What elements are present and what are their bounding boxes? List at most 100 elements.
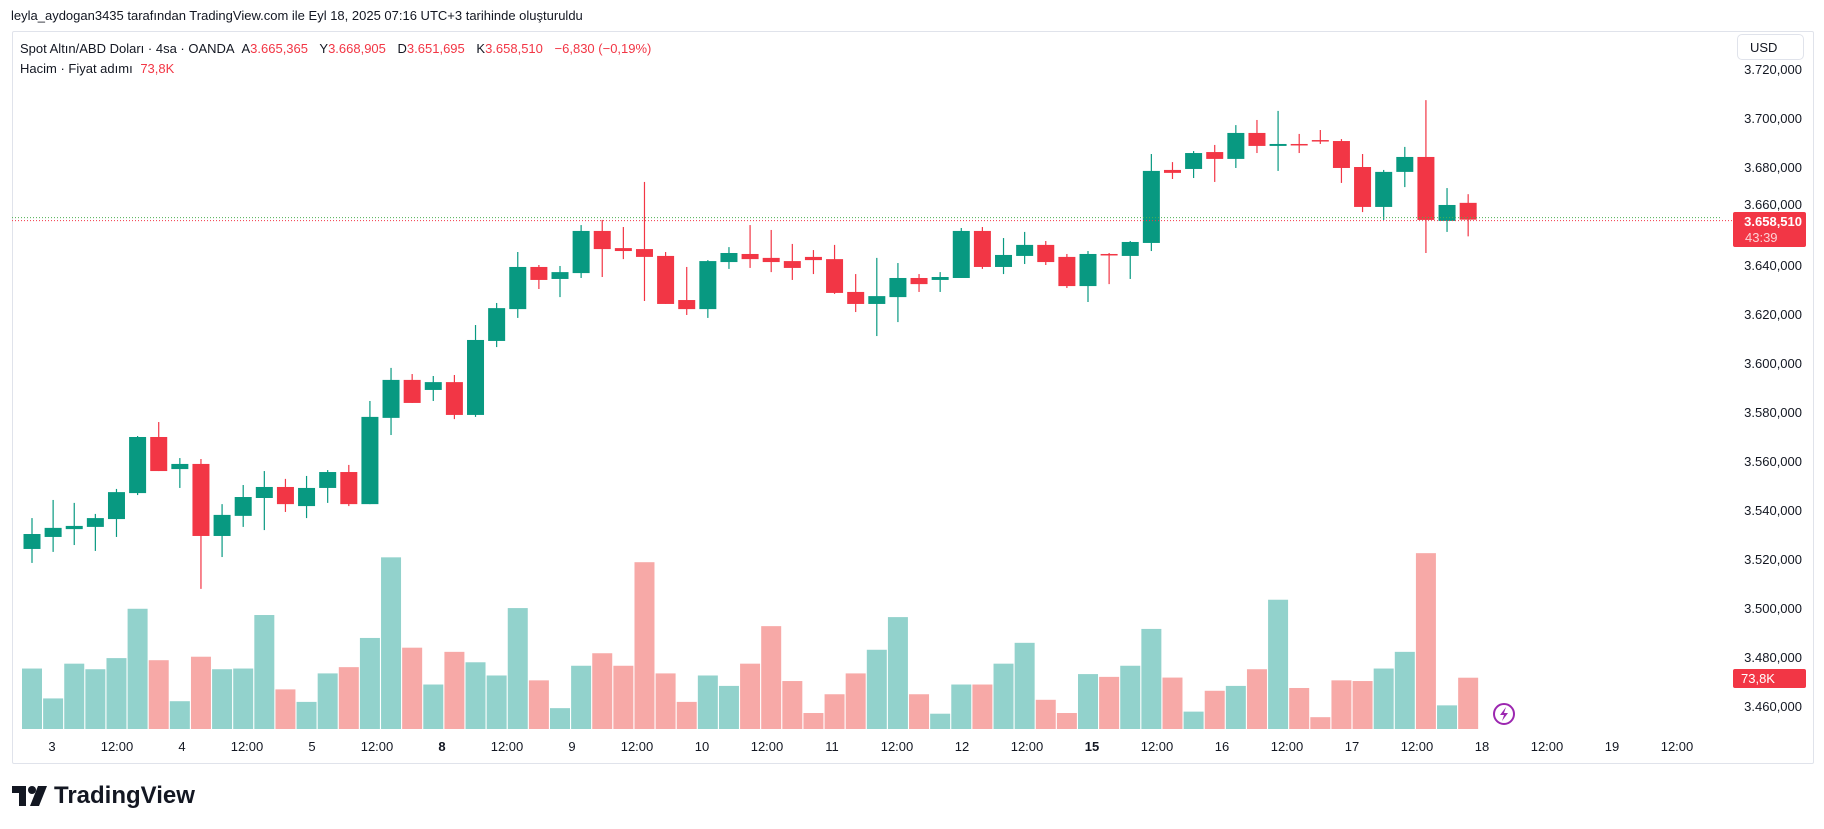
candle-up [234,485,252,527]
candle-body [614,248,632,252]
candle-body [382,379,400,418]
tradingview-logo-icon [12,786,47,806]
time-tick-label: 12:00 [361,739,394,754]
candle-down [762,229,780,273]
time-tick-label: 11 [825,739,839,754]
candle-body [488,308,506,341]
high-label: Y [319,41,329,56]
volume-bar [296,701,317,729]
candle-up [551,265,569,298]
candle-body [952,230,970,278]
candle-up [171,458,189,488]
candle-body [1206,152,1224,159]
candle-down [657,252,675,304]
candle-down [1290,133,1308,154]
candle-body [1058,256,1076,287]
last-price-value: 3.658,510 [1744,214,1802,229]
candle-up [699,260,717,318]
close-label: K [476,41,486,56]
candle-down [1459,194,1477,237]
currency-button[interactable]: USD [1737,34,1804,60]
volume-bar [718,685,739,729]
time-tick-label: 12:00 [1271,739,1304,754]
candle-up [107,488,125,537]
candle-down [1417,100,1435,253]
candle-up [44,499,62,552]
candle-body [467,339,485,415]
volume-bar [613,665,634,729]
volume-badge-value: 73,8K [1741,671,1775,686]
candle-body [1142,170,1160,243]
open-value: 3.665,365 [250,41,308,56]
candle-body [1332,141,1350,168]
candle-body [509,266,527,310]
price-axis[interactable]: 3.720,000 3.700,000 3.680,000 3.660,000 3.64… [1744,62,1802,714]
volume-bar [43,698,64,729]
candle-body [678,300,696,310]
candle-body [1163,169,1181,173]
volume-bar [1056,713,1077,729]
volume-bar [423,684,444,729]
low-label: D [397,41,407,56]
candle-body [213,514,231,536]
candle-body [910,277,928,285]
candle-up [1396,146,1414,188]
volume-bar [317,673,338,729]
candle-body [171,463,189,470]
time-tick-label: 12:00 [491,739,524,754]
candle-up [931,272,949,292]
time-axis[interactable]: 3 12:00 4 12:00 5 12:00 8 12:00 9 12:00 10 12:00 11 1… [48,739,1693,754]
volume-bar [1458,677,1479,729]
volume-bar [930,713,951,729]
candle-down [150,422,168,472]
candle-body [762,257,780,263]
volume-bars [22,553,1479,729]
chart-frame[interactable] [12,31,1814,764]
candle-down [1100,252,1118,285]
volume-bar [972,684,993,729]
volume-title[interactable]: Hacim · Fiyat adımı [20,61,133,76]
candle-body [847,291,865,304]
volume-bar [254,615,275,729]
volume-bar [1352,681,1373,729]
tradingview-logo[interactable]: TradingView [12,782,195,810]
volume-bar [402,647,423,729]
candle-body [720,252,738,263]
candle-up [1269,110,1287,171]
volume-bar [866,649,887,729]
close-value: 3.658,510 [485,41,543,56]
candle-down [276,478,294,512]
candle-up [868,257,886,337]
time-tick-label: 18 [1475,739,1489,754]
volume-bar [381,557,402,729]
time-tick-label: 12:00 [1661,739,1694,754]
symbol-title[interactable]: Spot Altın/ABD Doları · 4sa · OANDA [20,41,235,56]
candle-up [1016,231,1034,265]
candle-body [1079,253,1097,287]
candle-up [298,475,316,519]
candle-up [1079,251,1097,302]
volume-legend: Hacim · Fiyat adımı 73,8K [20,59,655,79]
candle-body [1311,140,1329,142]
lightning-icon[interactable] [1493,703,1515,725]
volume-bar [1099,676,1120,729]
candle-up [995,238,1013,275]
volume-bar [1268,599,1289,729]
volume-bar [1035,699,1056,729]
volume-bar [993,663,1014,729]
time-tick-label: 12:00 [101,739,134,754]
volume-bar [444,651,465,729]
volume-bar [22,668,42,729]
candle-up [424,375,442,401]
price-tick-label: 3.460,000 [1744,699,1802,714]
time-tick-label: 16 [1215,739,1229,754]
candle-up [1142,154,1160,252]
volume-bar [697,675,718,729]
volume-bar [1437,705,1458,729]
time-tick-label: 9 [568,739,575,754]
candle-body [826,259,844,293]
candle-body [1354,167,1372,207]
price-tick-label: 3.540,000 [1744,503,1802,518]
volume-bar [169,701,190,729]
